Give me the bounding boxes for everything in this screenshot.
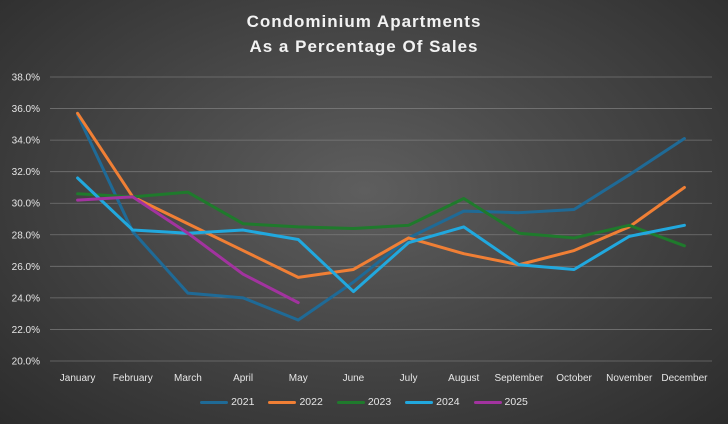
- legend-item-2022: 2022: [268, 396, 323, 408]
- y-tick-label: 34.0%: [12, 136, 40, 147]
- y-tick-label: 36.0%: [12, 104, 40, 115]
- y-tick-label: 38.0%: [12, 73, 40, 84]
- y-tick-label: 22.0%: [12, 325, 40, 336]
- y-tick-label: 32.0%: [12, 167, 40, 178]
- x-tick-label: August: [448, 373, 479, 384]
- series-line-2023: [76, 190, 686, 248]
- y-tick-label: 30.0%: [12, 199, 40, 210]
- y-tick-label: 24.0%: [12, 293, 40, 304]
- x-tick-label: October: [556, 373, 592, 384]
- chart-title-line1: Condominium Apartments: [246, 12, 482, 31]
- series-line-2021: [76, 113, 686, 322]
- legend-swatch: [336, 400, 365, 404]
- legend-label: 2022: [299, 396, 323, 408]
- legend-item-2025: 2025: [473, 396, 528, 408]
- legend-swatch: [200, 400, 229, 404]
- legend-label: 2024: [436, 396, 460, 408]
- x-tick-label: April: [233, 373, 253, 384]
- x-tick-label: January: [60, 373, 96, 384]
- y-tick-label: 26.0%: [12, 262, 40, 273]
- x-tick-label: March: [174, 373, 202, 384]
- y-tick-label: 28.0%: [12, 230, 40, 241]
- x-tick-label: July: [400, 373, 418, 384]
- x-tick-label: December: [661, 373, 708, 384]
- legend-swatch: [405, 400, 434, 404]
- x-tick-label: May: [289, 373, 308, 384]
- x-tick-label: September: [494, 373, 544, 384]
- legend: 2021 2022 2023 2024 2025: [0, 396, 728, 408]
- chart-title-line2: As a Percentage Of Sales: [249, 37, 479, 56]
- x-tick-label: November: [606, 373, 653, 384]
- legend-label: 2025: [504, 396, 528, 408]
- legend-item-2021: 2021: [200, 396, 254, 408]
- legend-item-2023: 2023: [336, 396, 392, 408]
- series-line-2025: [76, 195, 300, 305]
- legend-swatch: [268, 400, 297, 404]
- legend-label: 2021: [231, 396, 255, 408]
- series-line-2022: [76, 111, 686, 279]
- y-tick-label: 20.0%: [12, 357, 40, 368]
- x-tick-label: June: [343, 373, 365, 384]
- series-line-2024: [76, 176, 686, 294]
- legend-item-2024: 2024: [405, 396, 460, 408]
- legend-swatch: [473, 400, 502, 404]
- legend-label: 2023: [367, 396, 392, 408]
- x-tick-label: February: [113, 373, 153, 384]
